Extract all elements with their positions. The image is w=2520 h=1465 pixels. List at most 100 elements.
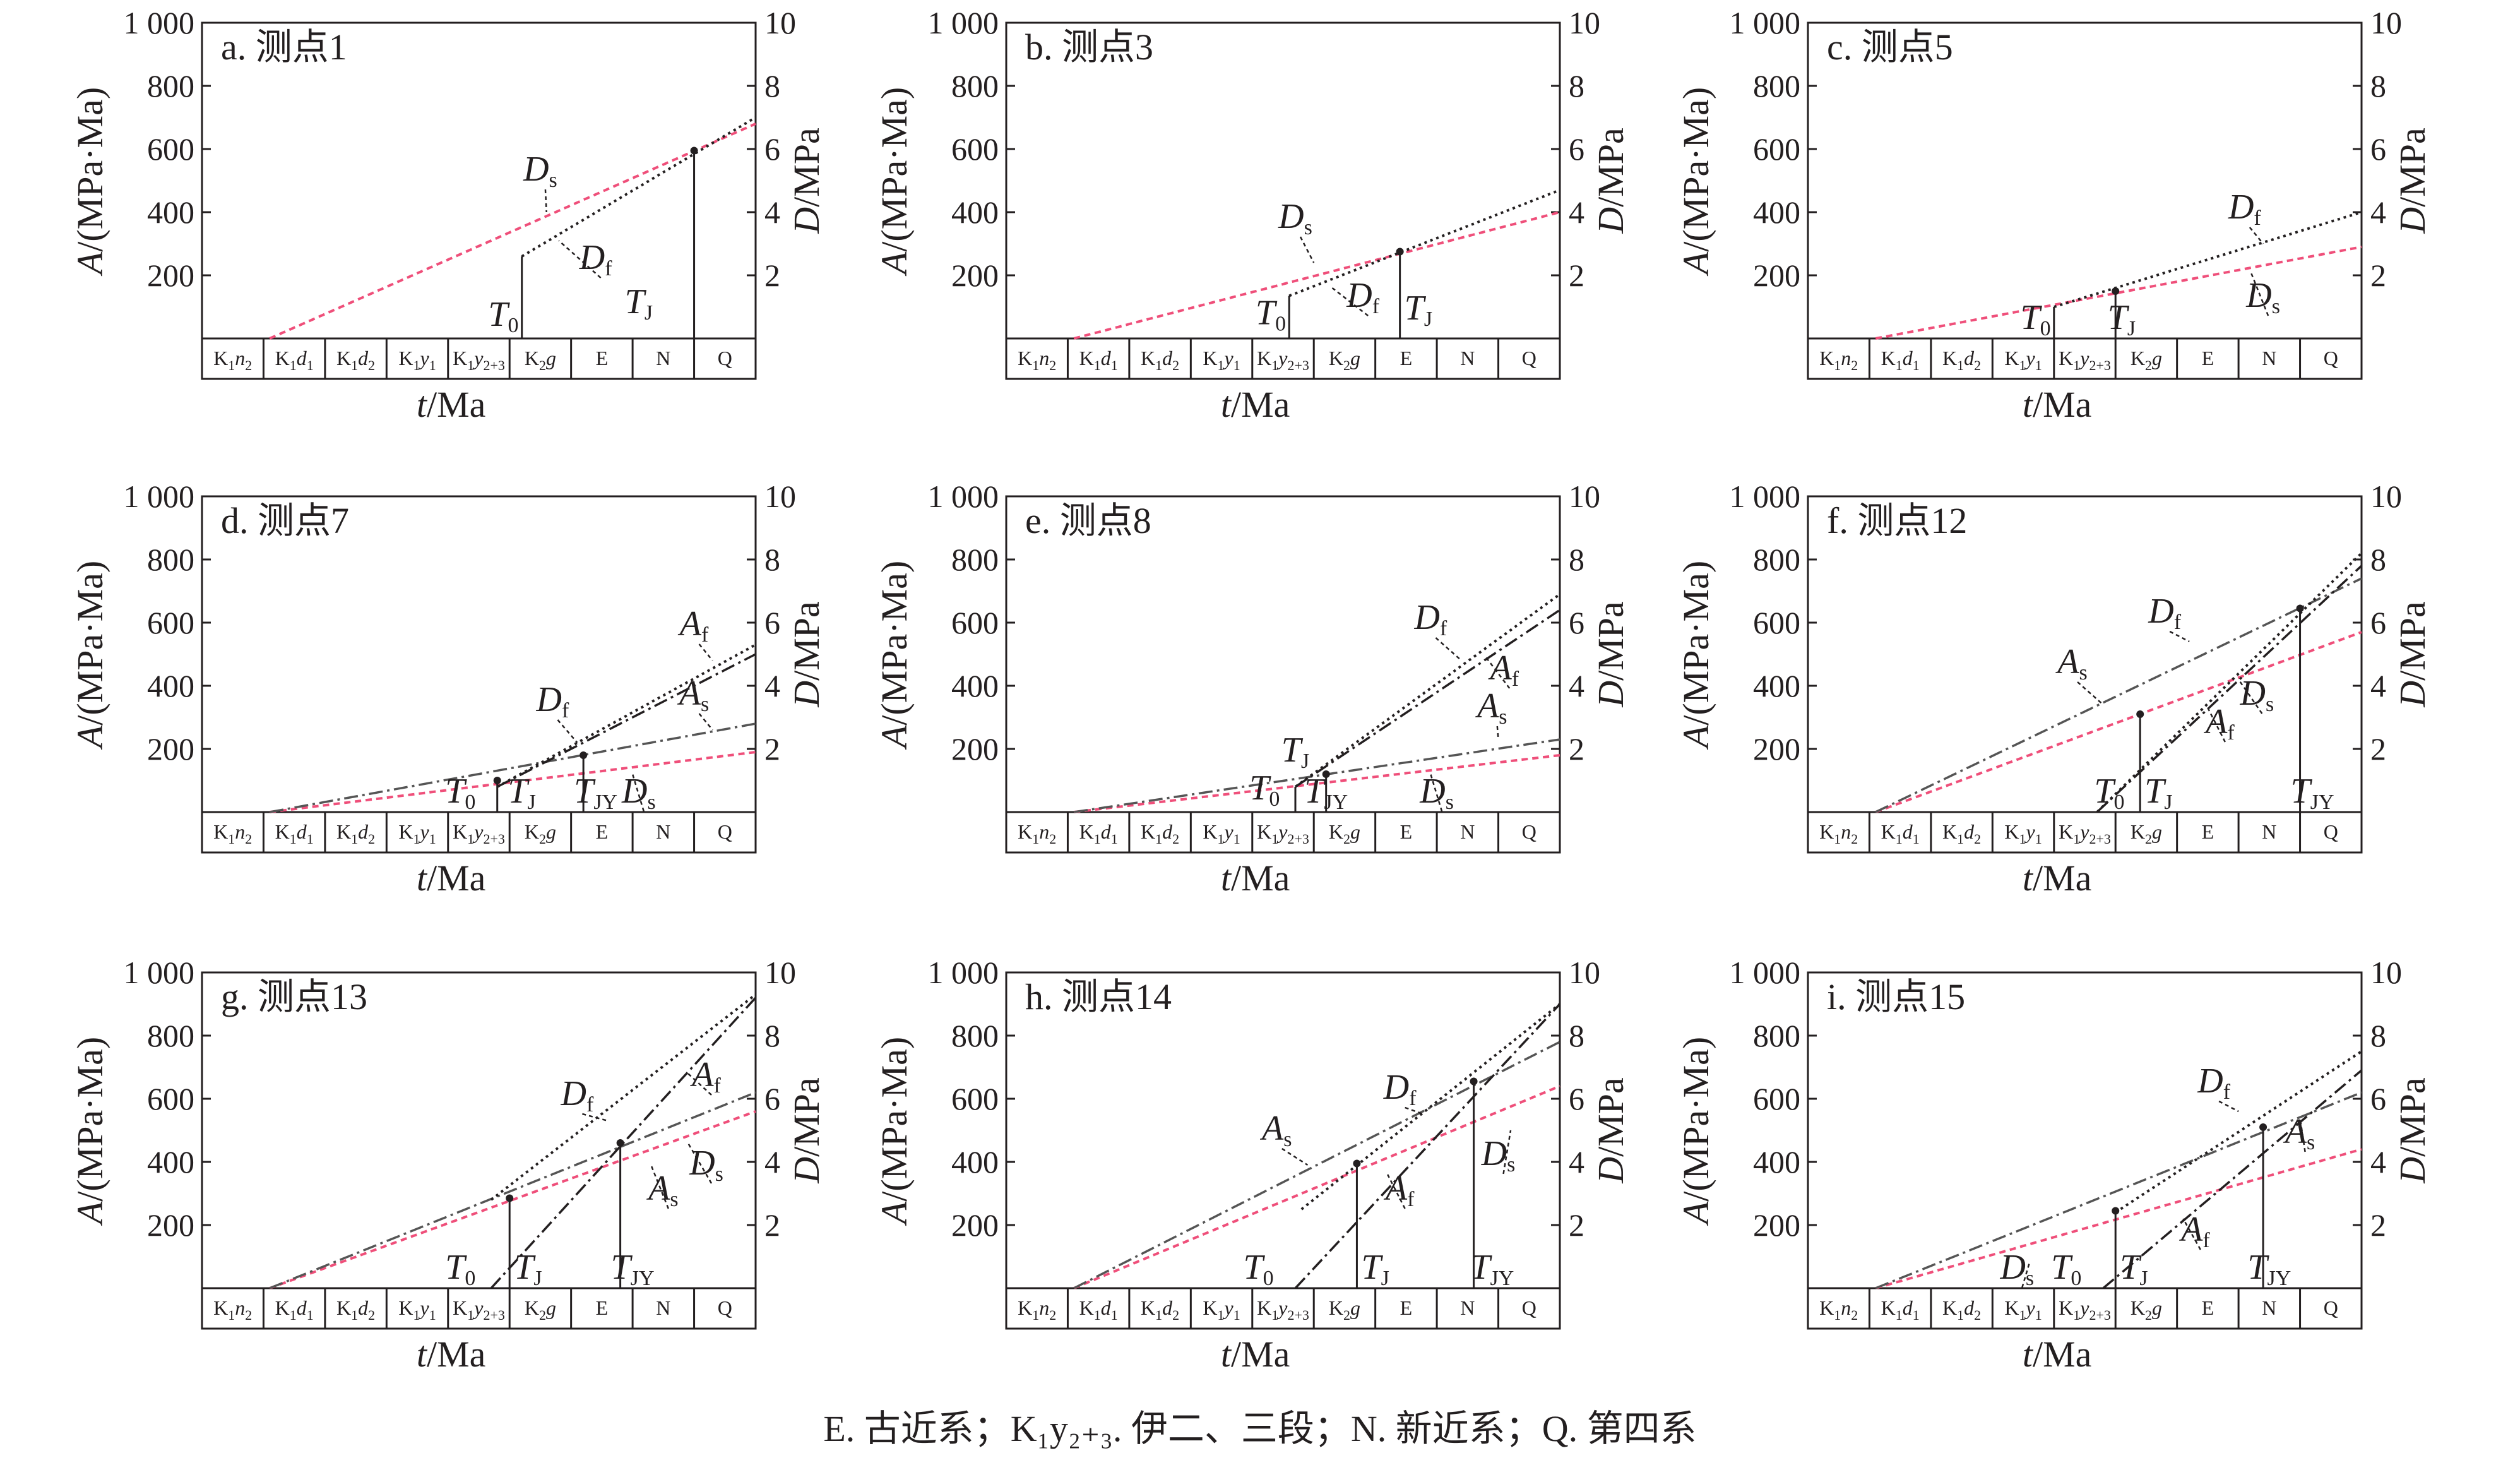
strata-label: K1y1 (2004, 1296, 2042, 1323)
strata-label: K1y1 (1203, 1296, 1240, 1323)
strata-label: K1d2 (1141, 347, 1179, 373)
panel-title: i. 测点15 (1827, 976, 1965, 1017)
series-line-Ds (1073, 211, 1560, 340)
annotation-T: T0 (1249, 768, 1280, 811)
strata-label: K1n2 (1018, 1296, 1056, 1323)
strata-label: K1d1 (275, 1296, 314, 1323)
left-tick-label: 600 (1753, 131, 1800, 167)
x-axis-title: t/Ma (2023, 858, 2092, 899)
annotation-leader (558, 240, 602, 278)
left-tick-label: 1 000 (124, 5, 195, 40)
left-axis-title: A/(MPa·Ma) (874, 87, 915, 277)
annotation-T: TJ (2120, 1248, 2148, 1290)
plot-frame (201, 971, 757, 1330)
x-axis-title: t/Ma (1221, 1334, 1290, 1375)
annotation-leader (1496, 726, 1499, 740)
strata-label: K1n2 (1819, 820, 1858, 847)
right-tick-label: 6 (2370, 131, 2386, 167)
right-tick-label: 8 (2370, 542, 2386, 577)
right-tick-label: 10 (2370, 5, 2402, 40)
series-line-Df (490, 993, 757, 1201)
strata-label: N (1460, 820, 1475, 843)
annotation-T: T0 (488, 295, 518, 337)
chart-panel: 200 400 600 800 1 000 2 4 6 8 10 K1n2 K1d1 K1d2 K1y1 K… (69, 955, 827, 1375)
right-axis-title: D/MPa (2392, 128, 2433, 234)
series-line-As (269, 722, 756, 813)
right-tick-label: 6 (764, 131, 780, 167)
right-tick-label: 4 (2370, 668, 2386, 703)
annotation-Ds: Ds (1419, 772, 1454, 814)
strata-label: K1n2 (213, 347, 252, 373)
strata-label: Q (2324, 347, 2338, 369)
panel-title: f. 测点12 (1827, 500, 1967, 541)
left-tick-label: 800 (1753, 1018, 1800, 1053)
series-line-As (1875, 577, 2362, 813)
strata-label: E (596, 1296, 609, 1319)
right-tick-label: 8 (2370, 68, 2386, 104)
strata-label: K1n2 (1819, 347, 1858, 373)
annotation-Af: Af (1488, 649, 1519, 691)
left-tick-label: 400 (951, 668, 999, 703)
right-tick-label: 6 (1569, 1081, 1584, 1116)
left-tick-label: 200 (951, 258, 999, 293)
strata-label: K1n2 (1819, 1296, 1858, 1323)
annotation-Af: Af (677, 604, 709, 647)
panel-title: g. 测点13 (221, 976, 367, 1017)
strata-label: K1d2 (336, 347, 375, 373)
left-tick-label: 400 (1753, 194, 1800, 230)
left-tick-label: 1 000 (1730, 955, 1801, 990)
right-tick-label: 10 (2370, 479, 2402, 514)
series-line-Df (2096, 552, 2363, 813)
annotation-Df: Df (2148, 592, 2181, 634)
annotation-Df: Df (536, 680, 569, 722)
right-tick-label: 2 (2370, 731, 2386, 767)
strata-label: K2g (2131, 1296, 2162, 1323)
right-tick-label: 10 (1569, 955, 1600, 990)
x-axis-title: t/Ma (1221, 858, 1290, 899)
right-tick-label: 4 (764, 1144, 780, 1180)
annotation-leader (2250, 272, 2269, 316)
annotation-Af: Af (689, 1055, 721, 1097)
strata-label: Q (718, 1296, 732, 1319)
strata-label: K1y2+3 (1257, 820, 1309, 847)
annotation-T: T0 (2094, 772, 2124, 814)
left-tick-label: 1 000 (928, 5, 999, 40)
strata-label: K1y1 (2004, 820, 2042, 847)
right-tick-label: 8 (1569, 1018, 1584, 1053)
chart-panel: 200 400 600 800 1 000 2 4 6 8 10 K1n2 K1d1 K1d2 K1y1 K… (874, 955, 1631, 1375)
plot-frame (201, 21, 757, 380)
right-axis-title: D/MPa (1590, 1077, 1631, 1184)
annotation-T: TJ (2144, 772, 2172, 814)
annotation-leader (1405, 1106, 1425, 1116)
time-marker-dot (506, 1194, 514, 1202)
left-tick-label: 1 000 (928, 479, 999, 514)
annotation-T: TJ (508, 772, 536, 814)
left-tick-label: 800 (147, 68, 194, 104)
time-marker-dot (1470, 1077, 1478, 1085)
strata-label: K1y2+3 (2059, 1296, 2111, 1323)
left-tick-label: 200 (951, 1207, 999, 1243)
annotation-As: As (2055, 642, 2087, 685)
time-marker-dot (2112, 1207, 2120, 1215)
annotation-T: TJ (2108, 298, 2136, 340)
strata-label: N (1460, 347, 1475, 369)
annotation-T: T0 (2051, 1248, 2081, 1290)
strata-label: K2g (525, 1296, 556, 1323)
right-tick-label: 4 (1569, 668, 1584, 703)
left-tick-label: 600 (951, 131, 999, 167)
left-tick-label: 200 (147, 1207, 194, 1243)
series-line-Ds (1073, 1085, 1560, 1289)
right-axis-title: D/MPa (1590, 601, 1631, 708)
right-axis-title: D/MPa (786, 128, 827, 234)
annotation-T: TJY (1470, 1248, 1514, 1290)
left-tick-label: 400 (147, 194, 194, 230)
series-line-Af (1294, 1003, 1561, 1289)
annotation-T: TJY (2247, 1248, 2291, 1290)
left-tick-label: 400 (951, 1144, 999, 1180)
strata-label: K2g (1329, 1296, 1360, 1323)
strata-label: Q (2324, 1296, 2338, 1319)
panel-title: h. 测点14 (1025, 976, 1172, 1017)
annotation-As: As (646, 1169, 678, 1211)
strata-label: K1y2+3 (2059, 820, 2111, 847)
strata-label: K2g (2131, 820, 2162, 847)
